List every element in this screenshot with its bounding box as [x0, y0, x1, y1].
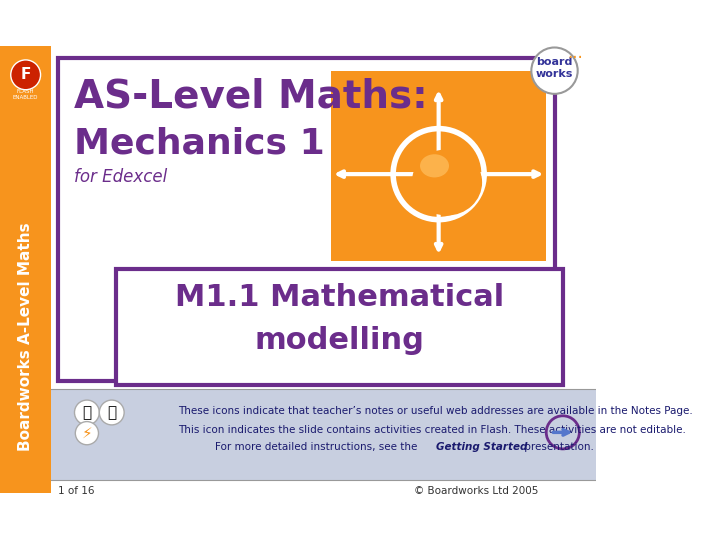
Text: Boardworks A-Level Maths: Boardworks A-Level Maths	[18, 223, 33, 451]
Bar	[0, 46, 51, 493]
Text: These icons indicate that teacher’s notes or useful web addresses are available : These icons indicate that teacher’s note…	[178, 406, 693, 416]
Text: presentation.: presentation.	[521, 442, 594, 453]
Text: F: F	[20, 68, 31, 82]
Ellipse shape	[420, 154, 449, 178]
Bar	[116, 269, 563, 385]
Bar	[51, 389, 596, 481]
Circle shape	[531, 48, 577, 94]
Circle shape	[546, 416, 580, 449]
Text: ...: ...	[567, 44, 583, 62]
Text: Getting Started: Getting Started	[436, 442, 528, 453]
Text: 1 of 16: 1 of 16	[58, 486, 94, 496]
Text: FLASH
ENABLED: FLASH ENABLED	[13, 89, 38, 100]
Bar	[331, 71, 546, 261]
Text: 📖: 📖	[82, 405, 91, 420]
Text: 🌐: 🌐	[107, 405, 117, 420]
Text: Mechanics 1: Mechanics 1	[74, 126, 325, 160]
Text: board
works: board works	[536, 57, 573, 79]
Text: For more detailed instructions, see the: For more detailed instructions, see the	[215, 442, 420, 453]
Bar	[58, 58, 554, 381]
Circle shape	[11, 60, 40, 90]
Text: M1.1 Mathematical
modelling: M1.1 Mathematical modelling	[175, 283, 504, 355]
Circle shape	[99, 400, 124, 425]
Text: ⚡: ⚡	[81, 426, 92, 441]
Text: for Edexcel: for Edexcel	[74, 168, 168, 186]
Ellipse shape	[412, 149, 482, 215]
Circle shape	[76, 422, 99, 445]
Text: This icon indicates the slide contains activities created in Flash. These activi: This icon indicates the slide contains a…	[178, 425, 686, 435]
Text: © Boardworks Ltd 2005: © Boardworks Ltd 2005	[413, 486, 538, 496]
Circle shape	[74, 400, 99, 425]
Text: AS-Level Maths:: AS-Level Maths:	[74, 78, 428, 116]
